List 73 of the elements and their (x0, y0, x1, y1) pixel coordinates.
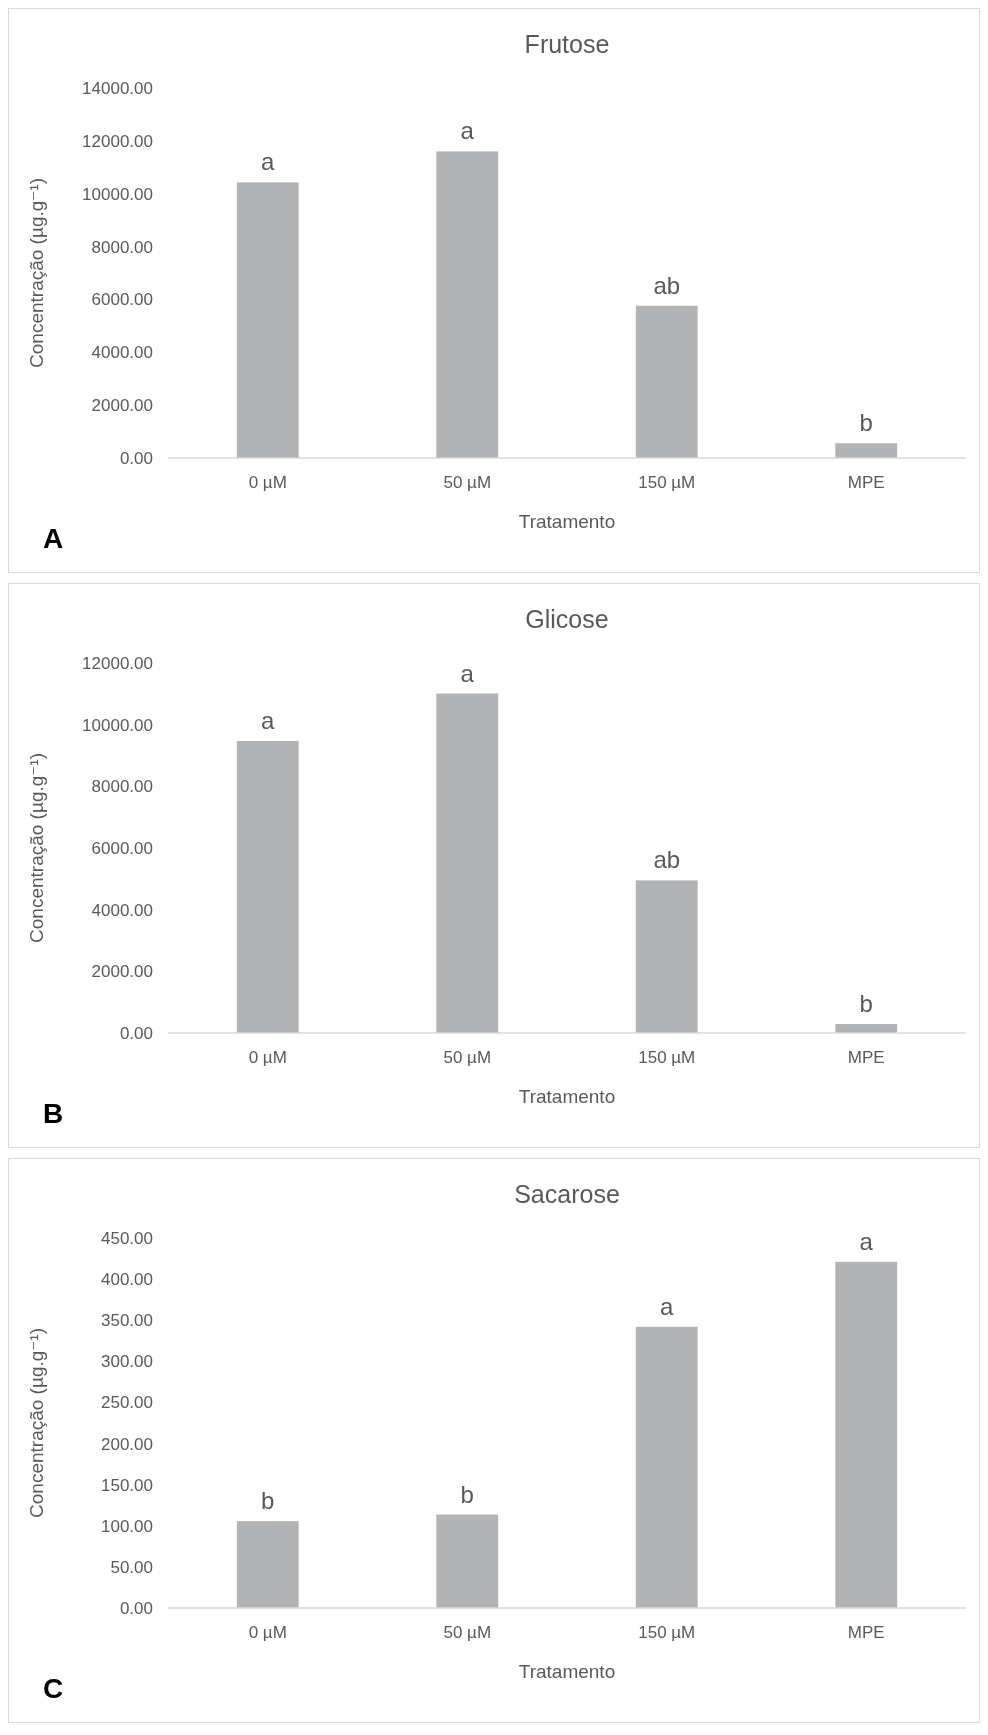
bar (835, 1024, 898, 1033)
bar (835, 443, 898, 458)
x-tick-label: 150 µM (638, 1623, 696, 1642)
x-tick-label: MPE (847, 1623, 885, 1642)
bar (635, 305, 698, 458)
y-tick-label: 450.00 (101, 1228, 153, 1248)
x-axis-title: Tratamento (518, 1661, 616, 1682)
y-tick-label: 2000.00 (91, 396, 153, 416)
x-tick-label: MPE (847, 473, 885, 492)
chart-title: Glicose (525, 605, 609, 633)
y-tick-label: 0.00 (119, 448, 153, 468)
x-tick-label: 150 µM (638, 473, 696, 492)
y-tick-label: 300.00 (101, 1352, 153, 1372)
y-axis-title: Concentração (µg.g⁻¹) (26, 1328, 47, 1518)
y-tick-label: 6000.00 (91, 838, 153, 858)
y-tick-label: 12000.00 (82, 131, 153, 151)
bar (236, 1521, 299, 1608)
bar (635, 880, 698, 1033)
x-tick-label: 50 µM (443, 1623, 492, 1642)
annotation: a (261, 707, 276, 735)
text: C (43, 1673, 64, 1704)
y-tick-label: 0.00 (119, 1598, 153, 1618)
annotation: b (261, 1487, 275, 1515)
text: B (43, 1098, 64, 1129)
annotation: a (660, 1292, 675, 1320)
x-tick-label: 0 µM (248, 473, 287, 492)
y-tick-label: 14000.00 (82, 78, 153, 98)
bar (436, 151, 499, 458)
y-tick-label: 2000.00 (91, 962, 153, 982)
y-axis-title: Concentração (µg.g⁻¹) (26, 178, 47, 368)
bar (835, 1261, 898, 1608)
bar (236, 741, 299, 1033)
y-tick-label: 50.00 (110, 1557, 153, 1577)
annotation: b (859, 990, 873, 1018)
y-tick-label: 8000.00 (91, 777, 153, 797)
bar (236, 182, 299, 458)
y-tick-label: 4000.00 (91, 900, 153, 920)
y-axis-title: Concentração (µg.g⁻¹) (26, 753, 47, 943)
y-tick-label: 0.00 (119, 1023, 153, 1043)
annotation: a (460, 659, 475, 687)
y-tick-label: 250.00 (101, 1393, 153, 1413)
x-tick-label: 0 µM (248, 1048, 287, 1067)
bar (635, 1326, 698, 1608)
x-tick-label: 50 µM (443, 473, 492, 492)
y-tick-label: 100.00 (101, 1516, 153, 1536)
text: A (43, 523, 64, 554)
annotation: a (261, 148, 276, 176)
y-tick-label: 200.00 (101, 1434, 153, 1454)
y-tick-label: 10000.00 (82, 715, 153, 735)
y-tick-label: 150.00 (101, 1475, 153, 1495)
y-tick-label: 6000.00 (91, 290, 153, 310)
annotation: a (859, 1227, 874, 1255)
chart-title: Frutose (524, 30, 610, 58)
bar (436, 1514, 499, 1608)
annotation: b (460, 1480, 474, 1508)
x-tick-label: 150 µM (638, 1048, 696, 1067)
bar (436, 693, 499, 1033)
y-tick-label: 8000.00 (91, 237, 153, 257)
annotation: ab (653, 846, 681, 874)
y-tick-label: 12000.00 (82, 653, 153, 673)
chart-title: Sacarose (514, 1180, 620, 1208)
x-tick-label: 0 µM (248, 1623, 287, 1642)
annotation: a (460, 117, 475, 145)
y-tick-label: 4000.00 (91, 343, 153, 363)
x-tick-label: MPE (847, 1048, 885, 1067)
y-tick-label: 350.00 (101, 1311, 153, 1331)
x-axis-title: Tratamento (518, 511, 616, 532)
annotation: b (859, 409, 873, 437)
y-tick-label: 400.00 (101, 1270, 153, 1290)
y-tick-label: 10000.00 (82, 184, 153, 204)
x-tick-label: 50 µM (443, 1048, 492, 1067)
annotation: ab (653, 271, 681, 299)
x-axis-title: Tratamento (518, 1086, 616, 1107)
